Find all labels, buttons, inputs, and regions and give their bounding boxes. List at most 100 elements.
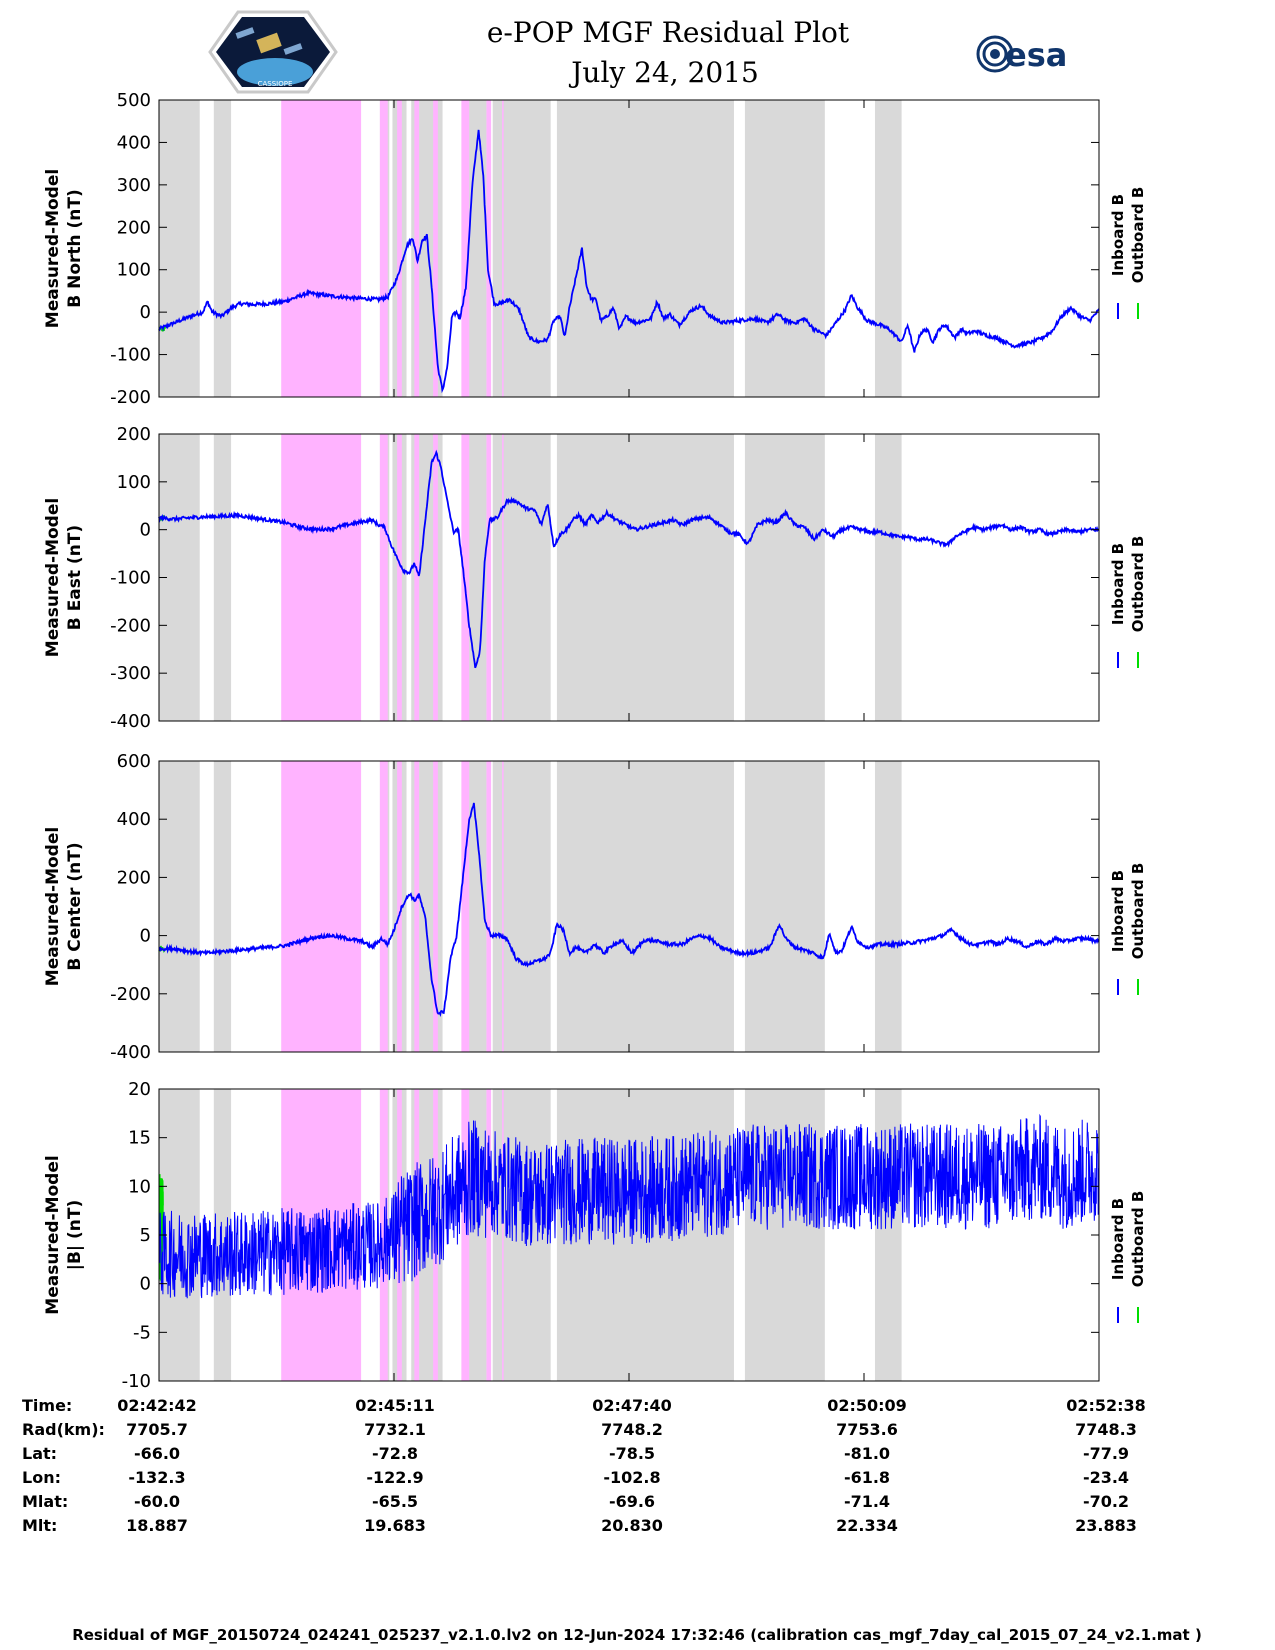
data-gap-band	[874, 761, 902, 1052]
table-cell: 02:47:40	[592, 1396, 672, 1415]
y-tick-label: -300	[110, 663, 151, 684]
table-cell: 7732.1	[364, 1420, 426, 1439]
legend-outboard-label: Outboard B	[1129, 536, 1147, 633]
y-tick-label: -400	[110, 711, 151, 732]
event-band	[281, 100, 362, 397]
inboard-series-line	[158, 1113, 1100, 1299]
y-axis-label: Measured-Model	[43, 498, 63, 657]
chart-date: July 24, 2015	[568, 56, 759, 89]
table-cell: -66.0	[134, 1444, 180, 1463]
event-band	[397, 100, 402, 397]
inboard-series-line	[158, 802, 1100, 1017]
y-tick-label: 300	[117, 175, 151, 196]
esa-logo: esa	[976, 35, 1067, 74]
y-axis-label: B Center (nT)	[65, 842, 85, 970]
table-cell: -122.9	[366, 1468, 423, 1487]
table-cell: 02:52:38	[1066, 1396, 1146, 1415]
table-row-label: Lat:	[22, 1444, 57, 1463]
y-axis-label: Measured-Model	[43, 827, 63, 986]
y-tick-label: 10	[128, 1176, 151, 1197]
event-band	[502, 434, 504, 721]
table-cell: -65.5	[372, 1492, 418, 1511]
y-tick-label: -10	[122, 1371, 151, 1392]
table-cell: 02:42:42	[117, 1396, 197, 1415]
y-axis-label: B East (nT)	[65, 525, 85, 630]
table-cell: -23.4	[1083, 1468, 1129, 1487]
y-tick-label: 20	[128, 1079, 151, 1100]
table-row-label: Time:	[22, 1396, 72, 1415]
event-band	[461, 761, 470, 1052]
event-band	[502, 100, 504, 397]
inboard-series-line	[158, 129, 1100, 394]
table-row-label: Rad(km):	[22, 1420, 105, 1439]
table-cell: 7748.3	[1075, 1420, 1137, 1439]
panel-4: -10 -5 0 5 10 15 20 Measured-Model |B| (nT) Inboa…	[43, 1079, 1147, 1392]
data-gap-band	[556, 761, 734, 1052]
table-cell: 19.683	[364, 1516, 426, 1535]
event-band	[461, 434, 470, 721]
event-band	[414, 434, 420, 721]
legend-inboard-label: Inboard B	[1109, 543, 1127, 625]
table-cell: 7705.7	[126, 1420, 188, 1439]
y-tick-label: 400	[117, 809, 151, 830]
table-cell: -70.2	[1083, 1492, 1129, 1511]
data-gap-band	[492, 761, 551, 1052]
y-axis-label: B North (nT)	[65, 189, 85, 308]
table-cell: -81.0	[844, 1444, 890, 1463]
table-cell: -72.8	[372, 1444, 418, 1463]
y-tick-label: -200	[110, 615, 151, 636]
event-band	[379, 434, 388, 721]
satellite-icon	[256, 32, 282, 54]
y-tick-label: -400	[110, 1042, 151, 1063]
y-tick-label: 200	[117, 867, 151, 888]
table-row-label: Mlat:	[22, 1492, 68, 1511]
data-gap-band	[213, 1089, 232, 1381]
event-band	[397, 434, 402, 721]
data-gap-band	[159, 761, 200, 1052]
event-band	[461, 100, 470, 397]
table-cell: 7748.2	[601, 1420, 663, 1439]
event-band	[486, 761, 492, 1052]
table-cell: -69.6	[609, 1492, 655, 1511]
panel-2: -400 -300 -200 -100 0 100 200 Measured-Model B E…	[43, 424, 1147, 732]
panel-1: -200 -100 0 100 200 300 400 500 Measured-Model B …	[43, 90, 1147, 408]
legend-outboard-label: Outboard B	[1129, 1191, 1147, 1288]
y-tick-label: -5	[133, 1322, 151, 1343]
y-tick-label: 0	[140, 302, 151, 323]
y-tick-label: -200	[110, 387, 151, 408]
data-gap-band	[744, 434, 825, 721]
data-gap-band	[159, 100, 200, 397]
data-gap-band	[213, 100, 232, 397]
data-gap-band	[744, 100, 825, 397]
event-band	[502, 1089, 504, 1381]
data-gap-band	[874, 100, 902, 397]
table-cell: 7753.6	[836, 1420, 898, 1439]
table-cell: -71.4	[844, 1492, 890, 1511]
event-band	[433, 434, 438, 721]
y-tick-label: 100	[117, 472, 151, 493]
table-cell: -61.8	[844, 1468, 890, 1487]
event-band	[433, 761, 438, 1052]
y-tick-label: -200	[110, 984, 151, 1005]
legend-inboard-label: Inboard B	[1109, 870, 1127, 952]
event-band	[397, 761, 402, 1052]
y-tick-label: 15	[128, 1128, 151, 1149]
table-cell: 22.334	[836, 1516, 898, 1535]
data-gap-band	[556, 434, 734, 721]
esa-logo-text: esa	[1005, 36, 1067, 74]
legend-inboard-label: Inboard B	[1109, 1198, 1127, 1280]
data-gap-band	[492, 100, 551, 397]
table-cell: -132.3	[128, 1468, 185, 1487]
event-band	[281, 434, 362, 721]
chart-title: e-POP MGF Residual Plot	[487, 16, 850, 49]
panel-3: -400 -200 0 200 400 600 Measured-Model B Center…	[43, 751, 1147, 1063]
table-cell: 02:50:09	[827, 1396, 907, 1415]
footer-caption: Residual of MGF_20150724_024241_025237_v…	[72, 1626, 1202, 1644]
event-band	[486, 1089, 492, 1381]
table-cell: 23.883	[1075, 1516, 1137, 1535]
legend-outboard-label: Outboard B	[1129, 187, 1147, 284]
inboard-series-line	[158, 449, 1100, 669]
data-gap-band	[213, 434, 232, 721]
event-band	[379, 100, 388, 397]
